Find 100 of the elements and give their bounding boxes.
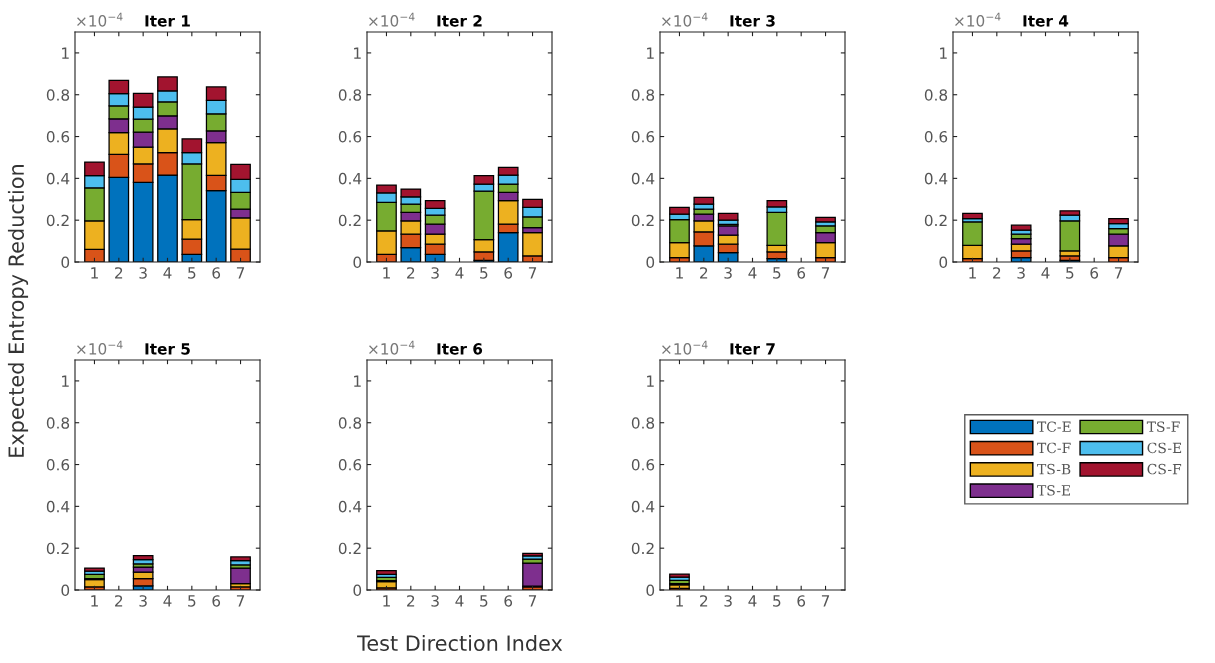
y-tick-label: 0.4 <box>631 500 655 513</box>
x-tick-label: 4 <box>455 595 464 607</box>
y-tick-label: 0 <box>61 256 70 269</box>
y-tick-label: 0 <box>646 256 655 269</box>
y-tick-label: 0.6 <box>338 131 362 143</box>
x-tick-label: 5 <box>773 595 781 607</box>
y-tick-label: 0.2 <box>338 542 361 555</box>
chart-title: Iter 4 <box>1023 15 1069 27</box>
x-tick-label: 3 <box>139 267 147 279</box>
x-tick-label: 3 <box>724 267 732 279</box>
y-tick-label: 0.8 <box>46 89 70 101</box>
x-tick-label: 2 <box>407 267 415 279</box>
legend-label: TC-E <box>1037 421 1071 432</box>
x-tick-label: 7 <box>236 267 245 279</box>
y-tick-label: 1 <box>354 47 361 59</box>
y-tick-label: 0 <box>353 256 362 269</box>
x-tick-label: 3 <box>1017 267 1025 279</box>
y-tick-label: 0 <box>61 584 70 597</box>
x-tick-label: 3 <box>139 595 147 607</box>
x-tick-label: 3 <box>431 595 439 607</box>
x-tick-label: 6 <box>1090 267 1099 279</box>
x-tick-label: 6 <box>212 595 221 607</box>
y-axis-title: Expected Entropy Reduction <box>7 165 29 457</box>
x-tick-label: 2 <box>993 267 1001 279</box>
y-tick-label: 0.2 <box>46 542 69 555</box>
x-tick-label: 5 <box>1066 267 1074 279</box>
legend-label: CS-F <box>1147 463 1182 475</box>
x-tick-label: 1 <box>676 595 683 607</box>
x-tick-label: 1 <box>383 595 390 607</box>
x-tick-label: 1 <box>383 267 390 279</box>
y-tick-label: 0.4 <box>924 172 948 185</box>
x-tick-label: 1 <box>91 595 98 607</box>
y-tick-label: 0.4 <box>46 500 70 513</box>
x-tick-label: 2 <box>700 595 708 607</box>
y-tick-label: 0 <box>353 584 362 597</box>
x-tick-label: 5 <box>188 267 196 279</box>
text: ×10$^{−4}$ <box>662 340 708 355</box>
x-tick-label: 7 <box>821 595 830 607</box>
x-tick-label: 5 <box>188 595 196 607</box>
chart-title: Iter 3 <box>730 15 775 27</box>
x-tick-label: 2 <box>700 267 708 279</box>
text: ×10$^{−4}$ <box>955 12 1001 27</box>
y-tick-label: 1 <box>647 47 654 59</box>
chart-title: Iter 5 <box>145 343 190 355</box>
chart-title: Iter 7 <box>730 343 775 355</box>
legend-label: CS-E <box>1147 442 1182 454</box>
x-tick-label: 7 <box>528 595 537 607</box>
y-tick-label: 0.8 <box>338 417 362 429</box>
y-tick-label: 0.2 <box>924 214 947 227</box>
y-tick-label: 0.4 <box>631 172 655 185</box>
legend-label: TC-F <box>1037 442 1071 454</box>
y-tick-label: 0.2 <box>46 214 69 227</box>
x-tick-label: 5 <box>773 267 781 279</box>
x-tick-label: 1 <box>91 267 98 279</box>
text: ×10$^{−4}$ <box>77 340 123 355</box>
y-tick-label: 0.2 <box>631 214 654 227</box>
x-tick-label: 4 <box>455 267 464 279</box>
x-tick-label: 7 <box>528 267 537 279</box>
y-tick-label: 0.4 <box>338 500 362 513</box>
x-tick-label: 1 <box>969 267 976 279</box>
x-tick-label: 2 <box>115 267 123 279</box>
x-tick-label: 6 <box>212 267 221 279</box>
x-tick-label: 1 <box>676 267 683 279</box>
text: ×10$^{−4}$ <box>77 12 123 27</box>
text: ×10$^{−4}$ <box>369 12 415 27</box>
x-tick-label: 4 <box>748 595 757 607</box>
y-tick-label: 0.4 <box>338 172 362 185</box>
x-tick-label: 6 <box>504 267 513 279</box>
y-tick-label: 0 <box>646 584 655 597</box>
x-tick-label: 3 <box>431 267 439 279</box>
y-tick-label: 1 <box>647 375 654 387</box>
y-tick-label: 0.8 <box>338 89 362 101</box>
y-tick-label: 0.2 <box>631 542 654 555</box>
y-tick-label: 1 <box>62 375 69 387</box>
chart-title: Iter 1 <box>145 15 190 27</box>
y-tick-label: 0.8 <box>46 417 70 429</box>
x-tick-label: 6 <box>797 267 806 279</box>
x-tick-label: 7 <box>1114 267 1123 279</box>
y-tick-label: 1 <box>62 47 69 59</box>
y-tick-label: 0.6 <box>46 459 70 471</box>
x-tick-label: 4 <box>163 267 172 279</box>
legend-label: TS-B <box>1037 463 1071 475</box>
x-tick-label: 6 <box>797 595 806 607</box>
y-tick-label: 0.4 <box>46 172 70 185</box>
y-tick-label: 1 <box>354 375 361 387</box>
y-tick-label: 0.6 <box>46 131 70 143</box>
x-tick-label: 5 <box>480 595 488 607</box>
y-tick-label: 0.6 <box>338 459 362 471</box>
y-tick-label: 0.6 <box>631 459 655 471</box>
chart-title: Iter 2 <box>437 15 482 27</box>
x-tick-label: 4 <box>1041 267 1050 279</box>
y-tick-label: 0.6 <box>631 131 655 143</box>
x-axis-title: Test Direction Index <box>357 634 563 652</box>
text: ×10$^{−4}$ <box>369 340 415 355</box>
y-tick-label: 0.6 <box>924 131 948 143</box>
y-tick-label: 0.8 <box>631 417 655 429</box>
x-tick-label: 7 <box>236 595 245 607</box>
chart-title: Iter 6 <box>437 343 483 355</box>
legend-label: TS-E <box>1037 485 1070 496</box>
x-tick-label: 6 <box>504 595 513 607</box>
